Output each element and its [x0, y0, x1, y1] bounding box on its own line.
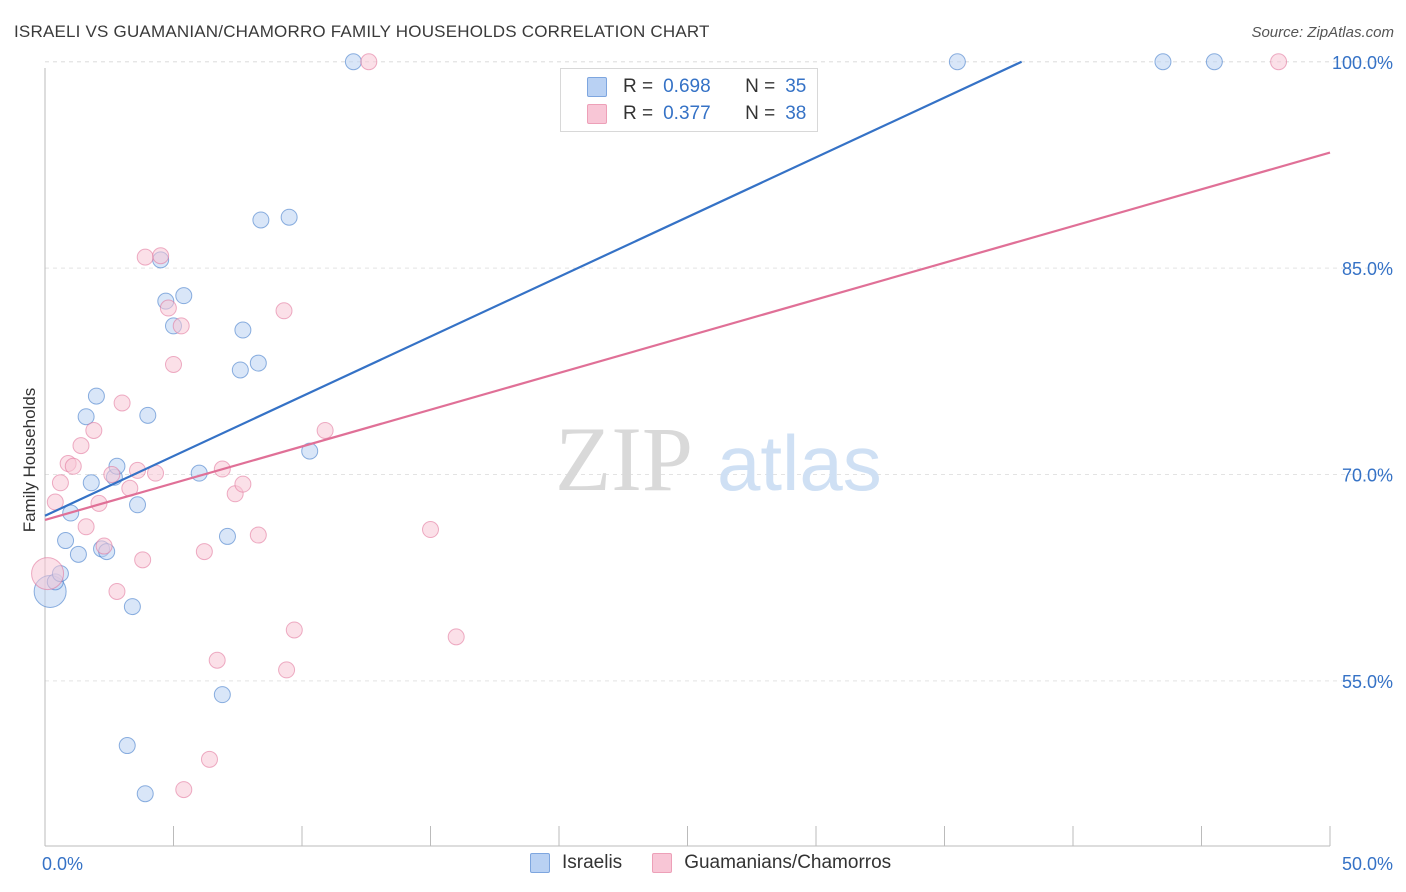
point-guamanians [316, 421, 334, 439]
point-guamanians [208, 651, 226, 669]
point-israelis [213, 686, 231, 704]
point-guamanians [72, 437, 90, 455]
point-israelis [280, 208, 298, 226]
point-guamanians [172, 317, 190, 335]
y-tick-label: 85.0% [1342, 259, 1393, 279]
legend-r-label: R = [623, 103, 654, 124]
point-israelis [136, 785, 154, 803]
legend-r-label: R = [623, 76, 654, 97]
series-legend-israelis: Israelis [530, 852, 622, 874]
x-tick-label: 50.0% [1342, 854, 1393, 874]
data-points [31, 53, 1288, 803]
point-guamanians [95, 537, 113, 555]
point-guamanians [64, 457, 82, 475]
chart-title: ISRAELI VS GUAMANIAN/CHAMORRO FAMILY HOU… [14, 22, 710, 41]
point-israelis [118, 737, 136, 755]
series-swatch-israelis [530, 853, 550, 873]
trend-line-israelis [44, 60, 1023, 517]
point-guamanians [85, 421, 103, 439]
point-guamanians [200, 750, 218, 768]
series-name-israelis: Israelis [562, 852, 623, 873]
point-guamanians [136, 248, 154, 266]
legend-n-label: N = [745, 76, 776, 97]
series-legend: Israelis Guamanians/Chamorros [530, 852, 921, 874]
y-tick-label: 70.0% [1342, 466, 1393, 486]
point-guamanians [234, 475, 252, 493]
point-guamanians [51, 474, 69, 492]
point-israelis [344, 53, 362, 71]
trend-lines [44, 60, 1331, 521]
point-guamanians [285, 621, 303, 639]
point-guamanians [134, 551, 152, 569]
point-israelis [948, 53, 966, 71]
point-guamanians [165, 355, 182, 373]
tick-labels: 55.0% 70.0% 85.0% 100.0% 0.0% 50.0% [42, 53, 1393, 874]
point-israelis [249, 354, 267, 372]
watermark-atlas: atlas [717, 419, 882, 507]
point-israelis [82, 474, 100, 492]
y-tick-label: 55.0% [1342, 672, 1393, 692]
grid-lines [45, 61, 1392, 682]
legend-row-guamanians: R = 0.377 N = 38 [587, 103, 806, 125]
point-guamanians [31, 557, 65, 591]
point-guamanians [108, 582, 126, 600]
point-israelis [139, 406, 157, 424]
point-guamanians [152, 247, 170, 265]
point-guamanians [275, 302, 293, 320]
point-israelis [77, 408, 95, 426]
y-tick-label: 100.0% [1332, 53, 1393, 73]
legend: R = 0.698 N = 35 R = 0.377 N = 38 [560, 68, 818, 132]
axes [44, 68, 1331, 847]
point-israelis [218, 527, 236, 545]
point-guamanians [175, 781, 193, 799]
point-guamanians [422, 521, 439, 539]
point-guamanians [360, 53, 378, 71]
point-israelis [1205, 53, 1223, 71]
point-guamanians [77, 518, 95, 536]
point-guamanians [278, 661, 296, 679]
point-israelis [129, 496, 147, 514]
legend-n-value: 35 [785, 76, 807, 97]
point-israelis [1154, 53, 1172, 71]
point-guamanians [249, 526, 267, 544]
point-israelis [234, 321, 252, 339]
series-legend-guamanians: Guamanians/Chamorros [652, 852, 891, 874]
x-tick-label: 0.0% [42, 854, 83, 874]
point-israelis [231, 361, 249, 379]
legend-row-israelis: R = 0.698 N = 35 [587, 76, 806, 98]
point-israelis [123, 598, 141, 616]
point-guamanians [103, 466, 121, 484]
legend-n-label: N = [745, 103, 776, 124]
point-israelis [87, 387, 105, 405]
series-swatch-guamanians [652, 853, 673, 873]
trend-line-guamanians [44, 151, 1331, 521]
watermark-zip: ZIP [555, 408, 693, 510]
point-guamanians [447, 628, 465, 646]
legend-swatch-guamanians [587, 104, 607, 124]
point-guamanians [113, 394, 131, 412]
point-guamanians [159, 299, 177, 317]
point-guamanians [1270, 53, 1288, 71]
point-israelis [57, 532, 75, 550]
point-israelis [252, 211, 270, 229]
legend-r-value: 0.377 [663, 103, 711, 124]
point-israelis [175, 287, 193, 305]
legend-swatch-israelis [587, 77, 607, 97]
point-israelis [69, 545, 87, 563]
series-name-guamanians: Guamanians/Chamorros [684, 852, 892, 873]
legend-n-value: 38 [785, 103, 807, 124]
legend-r-value: 0.698 [663, 76, 711, 97]
source-credit: Source: ZipAtlas.com [1251, 24, 1394, 41]
point-guamanians [195, 543, 213, 561]
